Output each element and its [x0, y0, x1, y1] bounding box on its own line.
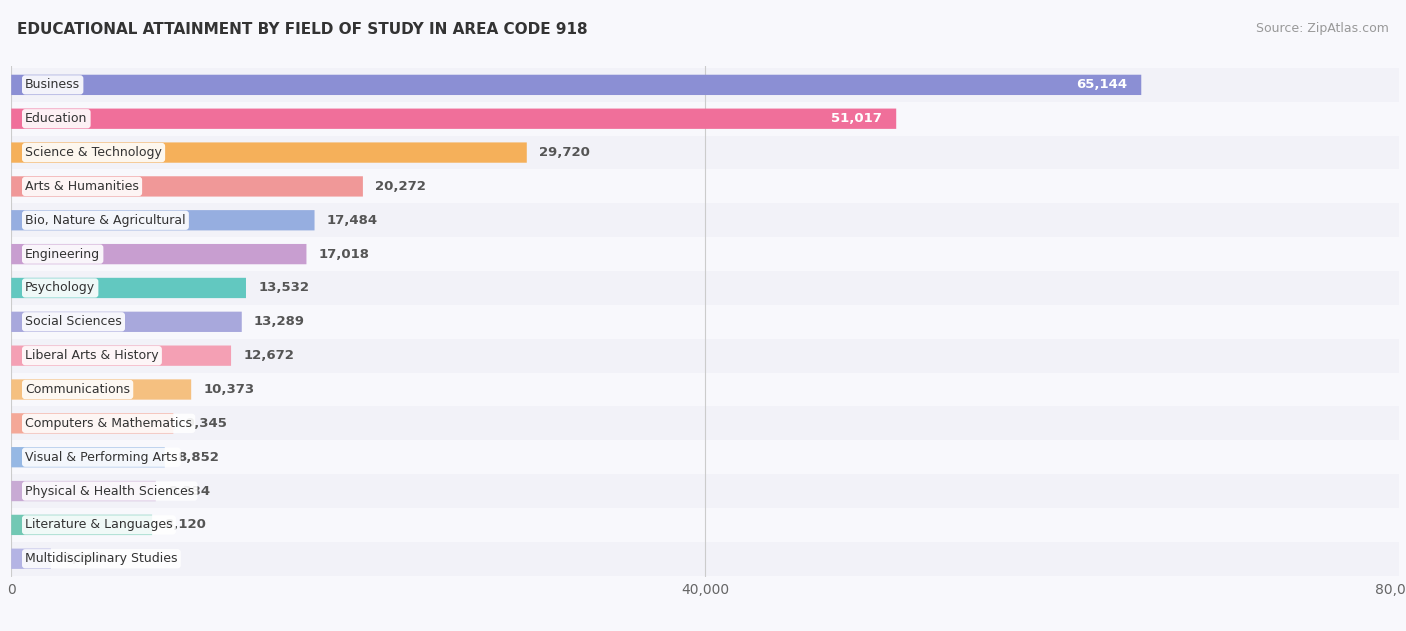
- Text: Social Sciences: Social Sciences: [25, 316, 122, 328]
- Text: Multidisciplinary Studies: Multidisciplinary Studies: [25, 552, 177, 565]
- Text: Bio, Nature & Agricultural: Bio, Nature & Agricultural: [25, 214, 186, 227]
- FancyBboxPatch shape: [0, 136, 1406, 170]
- Text: 12,672: 12,672: [243, 349, 294, 362]
- Text: EDUCATIONAL ATTAINMENT BY FIELD OF STUDY IN AREA CODE 918: EDUCATIONAL ATTAINMENT BY FIELD OF STUDY…: [17, 22, 588, 37]
- Text: Liberal Arts & History: Liberal Arts & History: [25, 349, 159, 362]
- Text: Source: ZipAtlas.com: Source: ZipAtlas.com: [1256, 22, 1389, 35]
- FancyBboxPatch shape: [0, 305, 1406, 339]
- PathPatch shape: [11, 109, 896, 129]
- Text: Computers & Mathematics: Computers & Mathematics: [25, 417, 193, 430]
- PathPatch shape: [11, 515, 152, 535]
- Text: Engineering: Engineering: [25, 247, 100, 261]
- PathPatch shape: [11, 143, 527, 163]
- FancyBboxPatch shape: [0, 271, 1406, 305]
- Text: Visual & Performing Arts: Visual & Performing Arts: [25, 451, 177, 464]
- PathPatch shape: [11, 74, 1142, 95]
- FancyBboxPatch shape: [0, 339, 1406, 372]
- PathPatch shape: [11, 379, 191, 399]
- Text: Education: Education: [25, 112, 87, 125]
- FancyBboxPatch shape: [0, 170, 1406, 203]
- PathPatch shape: [11, 176, 363, 197]
- Text: 20,272: 20,272: [375, 180, 426, 193]
- FancyBboxPatch shape: [0, 68, 1406, 102]
- PathPatch shape: [11, 312, 242, 332]
- FancyBboxPatch shape: [0, 203, 1406, 237]
- Text: 29,720: 29,720: [538, 146, 589, 159]
- PathPatch shape: [11, 244, 307, 264]
- Text: Literature & Languages: Literature & Languages: [25, 519, 173, 531]
- Text: 2,286: 2,286: [63, 552, 105, 565]
- Text: Business: Business: [25, 78, 80, 91]
- Text: 17,484: 17,484: [326, 214, 378, 227]
- Text: Arts & Humanities: Arts & Humanities: [25, 180, 139, 193]
- Text: 13,289: 13,289: [254, 316, 305, 328]
- PathPatch shape: [11, 447, 165, 468]
- FancyBboxPatch shape: [0, 406, 1406, 440]
- FancyBboxPatch shape: [0, 542, 1406, 575]
- FancyBboxPatch shape: [0, 440, 1406, 474]
- Text: Psychology: Psychology: [25, 281, 96, 295]
- Text: 8,334: 8,334: [167, 485, 209, 498]
- Text: 8,120: 8,120: [165, 519, 207, 531]
- PathPatch shape: [11, 346, 231, 366]
- PathPatch shape: [11, 210, 315, 230]
- PathPatch shape: [11, 548, 51, 569]
- Text: 8,852: 8,852: [177, 451, 219, 464]
- FancyBboxPatch shape: [0, 474, 1406, 508]
- PathPatch shape: [11, 413, 173, 433]
- Text: 10,373: 10,373: [204, 383, 254, 396]
- Text: 9,345: 9,345: [186, 417, 228, 430]
- Text: 51,017: 51,017: [831, 112, 883, 125]
- Text: 65,144: 65,144: [1076, 78, 1128, 91]
- Text: Science & Technology: Science & Technology: [25, 146, 162, 159]
- Text: 17,018: 17,018: [319, 247, 370, 261]
- Text: 13,532: 13,532: [259, 281, 309, 295]
- Text: Communications: Communications: [25, 383, 131, 396]
- PathPatch shape: [11, 481, 156, 501]
- FancyBboxPatch shape: [0, 372, 1406, 406]
- FancyBboxPatch shape: [0, 508, 1406, 542]
- FancyBboxPatch shape: [0, 237, 1406, 271]
- FancyBboxPatch shape: [0, 102, 1406, 136]
- Text: Physical & Health Sciences: Physical & Health Sciences: [25, 485, 194, 498]
- PathPatch shape: [11, 278, 246, 298]
